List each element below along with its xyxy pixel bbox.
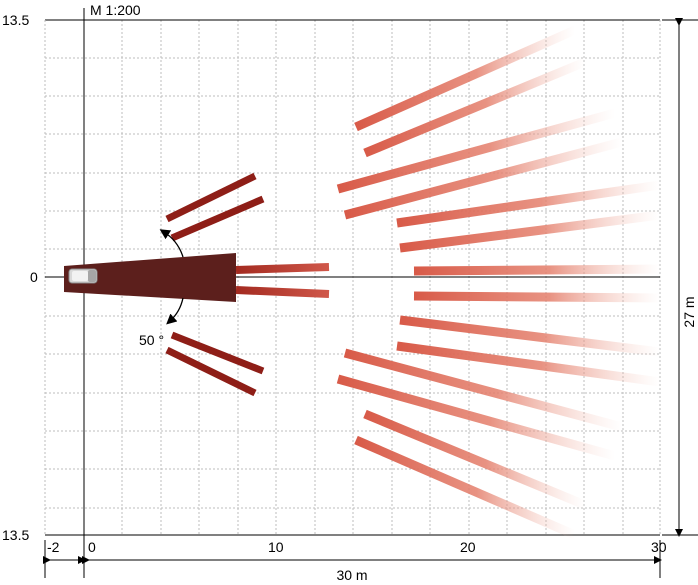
angle-arrows [159,229,184,325]
near-beam [170,195,265,242]
scale-label: M 1:200 [90,2,141,18]
near-beam [165,346,257,397]
far-beam [413,291,661,303]
near-beams [165,172,265,397]
x-tick-label: 20 [460,539,476,555]
y-dimension [662,18,698,537]
far-beam [343,137,624,220]
far-beam [354,435,577,540]
near-beam [170,331,265,375]
far-beams [336,25,661,540]
y-top-label: 13.5 [2,12,29,28]
y-span-label: 27 m [681,296,697,327]
y-bottom-label: 13.5 [2,527,29,543]
x-tick-label: 10 [268,539,284,555]
far-beam [343,348,624,432]
x-tick-label: 0 [88,539,96,555]
near-beam [165,172,257,223]
angle-label: 50 ° [139,332,164,348]
x-span-label: 30 m [336,567,367,583]
camera-icon [68,268,98,284]
mid-beams [235,263,330,298]
x-tick-label: -2 [47,539,60,555]
far-beam [399,315,661,357]
far-beam [336,374,617,461]
x-tick-label: 30 [651,539,667,555]
angle-arrow-down [166,297,184,325]
mid-beam [235,286,330,298]
far-beam [336,108,617,194]
far-beam [363,57,587,158]
x-dimension [43,540,662,578]
angle-arrow-up [159,229,184,258]
far-beam [399,210,661,253]
far-beam [413,264,661,276]
far-beam [396,180,661,228]
camera-main-zone [64,253,236,302]
mid-beam [235,263,330,274]
far-beam [354,25,577,132]
y-zero-label: 0 [30,269,38,285]
far-beam [363,409,587,510]
far-beam [396,341,661,387]
